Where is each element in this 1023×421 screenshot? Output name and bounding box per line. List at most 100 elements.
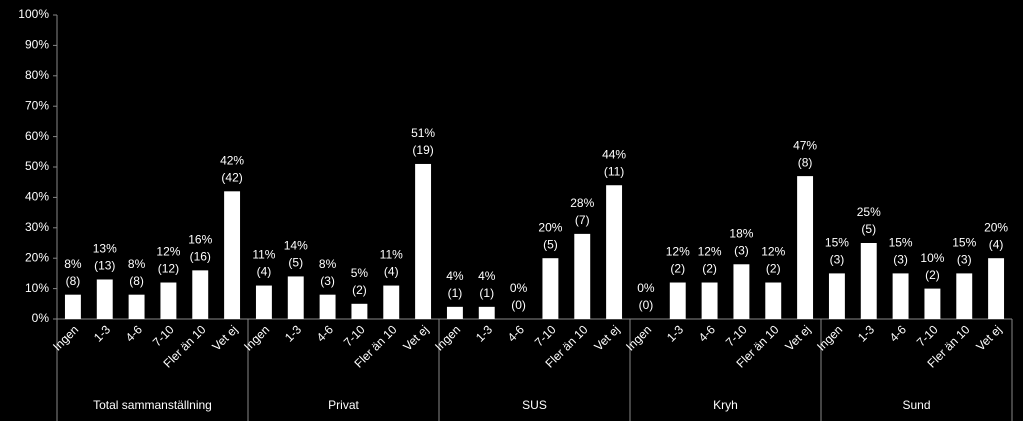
value-label: 12% [156, 245, 180, 259]
bar [701, 282, 718, 319]
group-label: SUS [522, 398, 547, 412]
count-label: (3) [957, 253, 972, 267]
count-label: (5) [543, 237, 558, 251]
count-label: (0) [511, 298, 526, 312]
bar [478, 306, 495, 319]
count-label: (3) [830, 253, 845, 267]
x-tick-label: Ingen [50, 322, 81, 353]
x-tick-label: 1-3 [664, 322, 686, 344]
bar [319, 294, 336, 319]
count-label: (2) [352, 283, 367, 297]
y-tick-label: 70% [25, 98, 49, 112]
x-tick-label: Vet ej [209, 322, 240, 353]
count-label: (13) [94, 259, 115, 273]
y-tick-label: 80% [25, 68, 49, 82]
bar [733, 264, 750, 319]
value-label: 42% [220, 153, 244, 167]
value-label: 4% [446, 269, 464, 283]
value-label: 0% [637, 281, 655, 295]
x-tick-label: 7-10 [341, 322, 368, 349]
bar [224, 191, 241, 319]
x-tick-label: 4-6 [505, 322, 527, 344]
count-label: (3) [734, 243, 749, 257]
x-tick-label: Ingen [432, 322, 463, 353]
bar [287, 276, 304, 319]
group-label: Privat [328, 398, 359, 412]
value-label: 47% [793, 138, 817, 152]
bar [860, 243, 877, 319]
value-label: 25% [857, 205, 881, 219]
count-label: (4) [989, 237, 1004, 251]
value-label: 18% [729, 226, 753, 240]
x-tick-label: 7-10 [723, 322, 750, 349]
count-label: (42) [221, 170, 242, 184]
count-label: (12) [158, 262, 179, 276]
count-label: (4) [384, 265, 399, 279]
value-label: 44% [602, 147, 626, 161]
value-label: 12% [698, 245, 722, 259]
value-label: 12% [761, 245, 785, 259]
value-label: 12% [666, 245, 690, 259]
x-tick-label: 4-6 [123, 322, 145, 344]
bar [669, 282, 686, 319]
y-tick-label: 90% [25, 38, 49, 52]
value-label: 16% [188, 233, 212, 247]
count-label: (5) [288, 256, 303, 270]
x-tick-label: Ingen [241, 322, 272, 353]
x-tick-label: Ingen [623, 322, 654, 353]
value-label: 5% [351, 266, 369, 280]
bar [446, 306, 463, 319]
value-label: 8% [64, 257, 82, 271]
group-label: Kryh [713, 398, 738, 412]
group-label: Total sammanställning [93, 398, 212, 412]
bar [988, 258, 1005, 319]
bar [765, 282, 782, 319]
count-label: (1) [479, 286, 494, 300]
bar [128, 294, 145, 319]
value-label: 15% [952, 236, 976, 250]
bar [542, 258, 559, 319]
bar [383, 285, 400, 319]
value-label: 10% [920, 251, 944, 265]
bar [415, 163, 432, 319]
value-label: 28% [570, 196, 594, 210]
count-label: (3) [320, 274, 335, 288]
count-label: (11) [604, 164, 624, 178]
x-tick-label: 7-10 [914, 322, 941, 349]
bar [96, 279, 113, 319]
x-tick-label: 1-3 [855, 322, 877, 344]
value-label: 20% [984, 220, 1008, 234]
bar [606, 185, 623, 319]
value-label: 13% [93, 242, 117, 256]
x-tick-label: Vet ej [973, 322, 1004, 353]
value-label: 4% [478, 269, 496, 283]
bar [924, 288, 941, 319]
count-label: (0) [639, 298, 654, 312]
bar [828, 273, 845, 319]
x-tick-label: 7-10 [532, 322, 559, 349]
y-tick-label: 10% [25, 281, 49, 295]
bar [255, 285, 272, 319]
value-label: 8% [128, 257, 146, 271]
value-label: 15% [825, 236, 849, 250]
y-tick-label: 60% [25, 129, 49, 143]
bar [574, 233, 591, 319]
bar [892, 273, 909, 319]
count-label: (2) [702, 262, 717, 276]
x-tick-label: Vet ej [591, 322, 622, 353]
bar [351, 303, 368, 319]
x-tick-label: 4-6 [314, 322, 336, 344]
count-label: (2) [670, 262, 685, 276]
x-tick-label: Vet ej [400, 322, 431, 353]
y-tick-label: 100% [18, 7, 49, 21]
count-label: (8) [66, 274, 81, 288]
value-label: 8% [319, 257, 337, 271]
x-tick-label: 1-3 [473, 322, 495, 344]
bar [797, 176, 814, 319]
x-tick-label: Ingen [814, 322, 845, 353]
y-tick-label: 50% [25, 159, 49, 173]
x-tick-label: 1-3 [91, 322, 113, 344]
count-label: (4) [257, 265, 272, 279]
